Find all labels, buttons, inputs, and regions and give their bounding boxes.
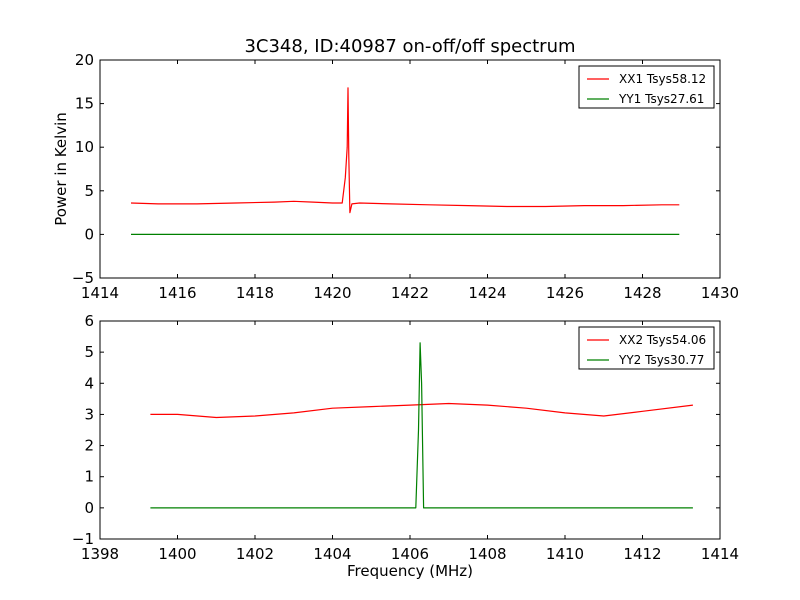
legend: XX1 Tsys58.12 YY1 Tsys27.61 bbox=[578, 65, 715, 109]
y-tick-label: 0 bbox=[84, 499, 94, 517]
bottom-spectrum-panel: 1398 1400 1402 1404 1406 1408 1410 1412 1414 −1 0 1… bbox=[72, 312, 739, 563]
legend-entry-label: XX2 Tsys54.06 bbox=[619, 333, 706, 347]
x-tick-label: 1418 bbox=[236, 284, 274, 302]
y-tick-label: 15 bbox=[75, 95, 94, 113]
x-tick-label: 1420 bbox=[313, 284, 351, 302]
y-tick-label: 20 bbox=[75, 51, 94, 69]
x-tick-label: 1406 bbox=[391, 545, 429, 563]
x-tick-label: 1430 bbox=[701, 284, 739, 302]
x-tick-label: 1428 bbox=[623, 284, 661, 302]
figure-title: 3C348, ID:40987 on-off/off spectrum bbox=[244, 36, 575, 57]
y-tick-label: 4 bbox=[84, 374, 94, 392]
legend-entry-label: XX1 Tsys58.12 bbox=[619, 72, 706, 86]
y-tick-label: 5 bbox=[84, 343, 94, 361]
legend-box bbox=[578, 326, 715, 370]
top-spectrum-panel: 1414 1416 1418 1420 1422 1424 1426 1428 1430 −5 0 5… bbox=[72, 51, 739, 302]
series-line-yy2 bbox=[150, 342, 693, 509]
y-axis-label: Power in Kelvin bbox=[52, 112, 70, 226]
x-tick-label: 1402 bbox=[236, 545, 274, 563]
x-tick-label: 1424 bbox=[468, 284, 506, 302]
x-tick-label: 1400 bbox=[158, 545, 196, 563]
y-tick-label: 3 bbox=[84, 405, 94, 423]
x-tick-label: 1422 bbox=[391, 284, 429, 302]
legend-entry-label: YY1 Tsys27.61 bbox=[618, 92, 704, 106]
legend-box bbox=[578, 65, 715, 109]
y-tick-label: 1 bbox=[84, 468, 94, 486]
x-tick-label: 1414 bbox=[81, 284, 119, 302]
series-line-xx1 bbox=[130, 87, 680, 214]
x-tick-label: 1414 bbox=[701, 545, 739, 563]
x-tick-label: 1410 bbox=[546, 545, 584, 563]
x-tick-label: 1412 bbox=[623, 545, 661, 563]
x-tick-label: 1408 bbox=[468, 545, 506, 563]
series-line-xx2 bbox=[150, 402, 693, 419]
y-tick-label: 6 bbox=[84, 312, 94, 330]
y-tick-label: −1 bbox=[72, 530, 94, 548]
x-tick-label: 1416 bbox=[158, 284, 196, 302]
y-tick-label: 10 bbox=[75, 138, 94, 156]
x-axis-label: Frequency (MHz) bbox=[347, 562, 473, 580]
y-tick-label: 5 bbox=[84, 182, 94, 200]
y-tick-label: 0 bbox=[84, 225, 94, 243]
legend: XX2 Tsys54.06 YY2 Tsys30.77 bbox=[578, 326, 715, 370]
x-tick-label: 1398 bbox=[81, 545, 119, 563]
y-tick-label: 2 bbox=[84, 437, 94, 455]
legend-entry-label: YY2 Tsys30.77 bbox=[618, 353, 704, 367]
x-tick-label: 1426 bbox=[546, 284, 584, 302]
x-tick-label: 1404 bbox=[313, 545, 351, 563]
y-tick-label: −5 bbox=[72, 269, 94, 287]
